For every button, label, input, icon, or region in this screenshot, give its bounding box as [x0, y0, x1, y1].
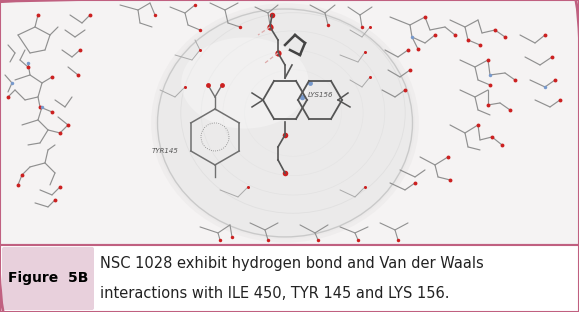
Ellipse shape: [151, 3, 419, 243]
Text: LYS156: LYS156: [308, 92, 334, 98]
Ellipse shape: [157, 9, 412, 237]
Text: TYR145: TYR145: [152, 148, 179, 154]
FancyBboxPatch shape: [2, 247, 94, 310]
Text: Figure  5B: Figure 5B: [8, 271, 88, 285]
Ellipse shape: [155, 7, 415, 239]
Text: NSC 1028 exhibit hydrogen bond and Van der Waals: NSC 1028 exhibit hydrogen bond and Van d…: [100, 256, 483, 271]
Ellipse shape: [181, 37, 309, 129]
Text: interactions with ILE 450, TYR 145 and LYS 156.: interactions with ILE 450, TYR 145 and L…: [100, 286, 449, 301]
